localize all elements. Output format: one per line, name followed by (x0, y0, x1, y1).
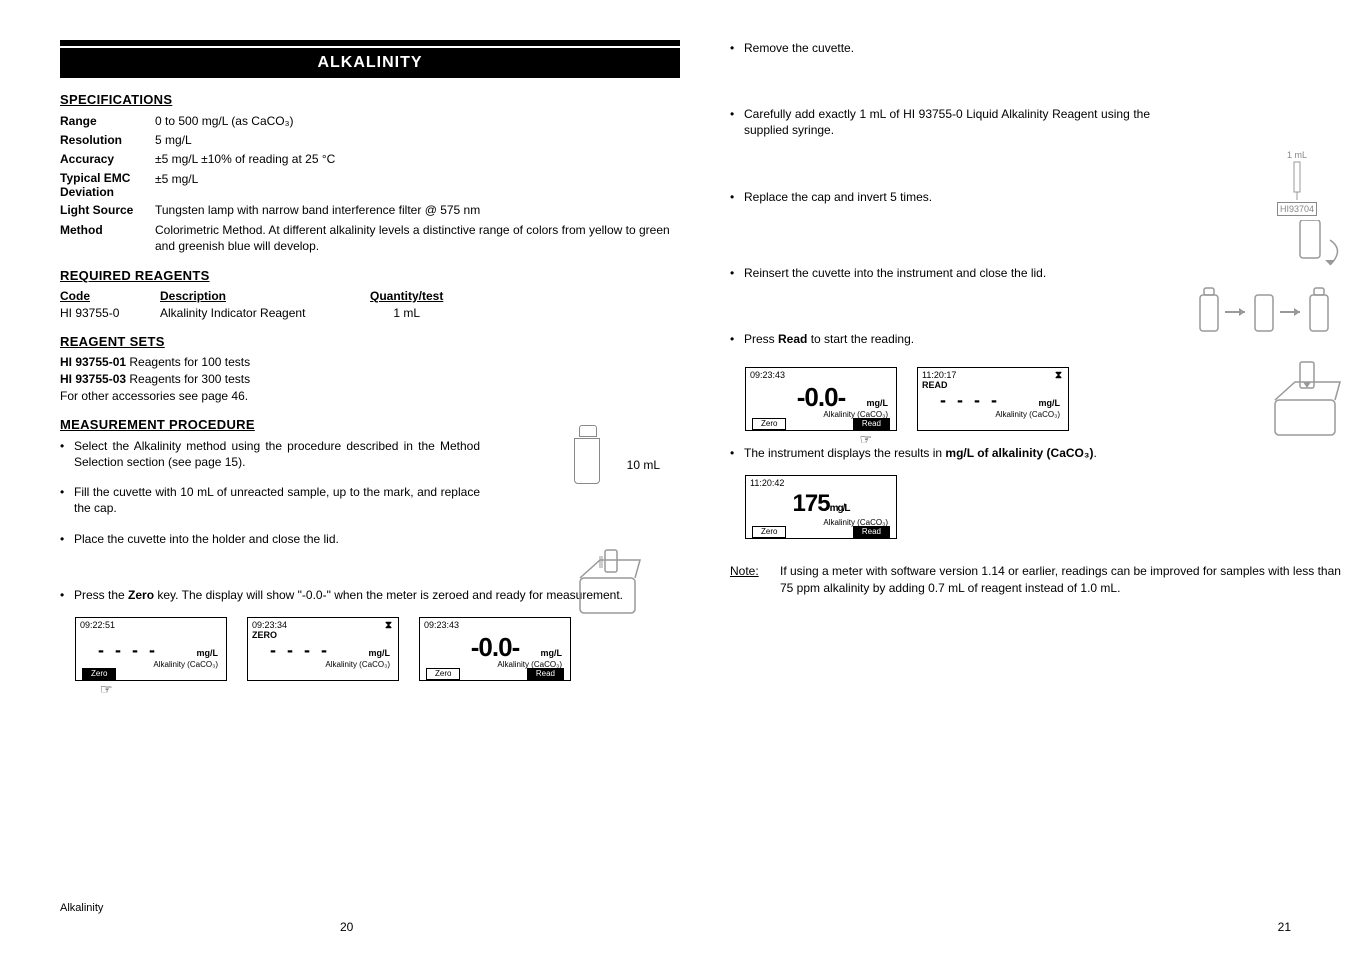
spec-label: Range (60, 113, 155, 129)
hand-icon: ☞ (859, 431, 872, 448)
spec-resolution: Resolution 5 mg/L (60, 132, 680, 148)
cuvette-illustration (574, 438, 600, 484)
lcd-2: 09:23:34 ⧗ ZERO - - - - mg/L Alkalinity … (247, 617, 399, 681)
lcd-zero-button: Zero (752, 526, 786, 538)
spec-label: Light Source (60, 202, 155, 218)
step-r2: • Carefully add exactly 1 mL of HI 93755… (730, 106, 1150, 138)
required-reagents-heading: REQUIRED REAGENTS (60, 268, 680, 283)
spec-value: Colorimetric Method. At different alkali… (155, 222, 680, 254)
spec-label: Accuracy (60, 151, 155, 167)
lcd-zero-button: Zero (752, 418, 786, 430)
step-r1: • Remove the cuvette. (730, 40, 1350, 56)
spec-accuracy: Accuracy ±5 mg/L ±10% of reading at 25 °… (60, 151, 680, 167)
lcd-read-button: Read (853, 526, 890, 538)
lcd-read-button: Read (527, 668, 564, 680)
instrument-illustration (570, 548, 650, 618)
step-r6: • The instrument displays the results in… (730, 445, 1350, 461)
spec-method: Method Colorimetric Method. At different… (60, 222, 680, 254)
spec-value: 0 to 500 mg/L (as CaCO₃) (155, 113, 680, 129)
cuvette-label: 10 mL (627, 458, 660, 472)
spec-value: 5 mg/L (155, 132, 680, 148)
reagent-code-head: Code (60, 289, 160, 303)
lcd-6: 11:20:42 175mg/L Alkalinity (CaCO₃) Zero… (745, 475, 897, 539)
hand-icon: ☞ (100, 681, 113, 698)
specifications-heading: SPECIFICATIONS (60, 92, 680, 107)
spec-label: Typical EMC Deviation (60, 171, 155, 200)
reagent-qty-head: Quantity/test (370, 289, 443, 303)
lcd-1: 09:22:51 - - - - mg/L Alkalinity (CaCO₃)… (75, 617, 227, 681)
step-1: • Select the Alkalinity method using the… (60, 438, 480, 470)
page-number-left: 20 (340, 920, 353, 934)
reagent-other: For other accessories see page 46. (60, 389, 680, 403)
lcd-zero-button: Zero (426, 668, 460, 680)
lcd-read-button: Read (853, 418, 890, 430)
title-bar-top (60, 40, 680, 46)
title-bar: ALKALINITY (60, 48, 680, 78)
reagent-qty: 1 mL (370, 306, 443, 320)
right-page: • Remove the cuvette. • Carefully add ex… (700, 40, 1351, 597)
note: Note: If using a meter with software ver… (730, 563, 1350, 597)
spec-range: Range 0 to 500 mg/L (as CaCO₃) (60, 113, 680, 129)
spec-value: ±5 mg/L (155, 171, 680, 200)
step-2: • Fill the cuvette with 10 mL of unreact… (60, 484, 480, 516)
page-number-right: 21 (1278, 920, 1291, 934)
lcd-row-right-2: 11:20:42 175mg/L Alkalinity (CaCO₃) Zero… (745, 475, 1350, 539)
syringe-illustration: 1 mL HI93704 (1274, 150, 1320, 216)
reagent-desc-head: Description (160, 289, 370, 303)
spec-value: Tungsten lamp with narrow band interfere… (155, 202, 680, 218)
lcd-row-left: 09:22:51 - - - - mg/L Alkalinity (CaCO₃)… (75, 617, 680, 681)
reinsert-illustration (1260, 360, 1350, 443)
reagent-desc: Alkalinity Indicator Reagent (160, 306, 370, 320)
reagent-sets-heading: REAGENT SETS (60, 334, 680, 349)
lcd-4: 09:23:43 -0.0- mg/L Alkalinity (CaCO₃) Z… (745, 367, 897, 431)
spec-value: ±5 mg/L ±10% of reading at 25 °C (155, 151, 680, 167)
lcd-3: 09:23:43 -0.0- mg/L Alkalinity (CaCO₃) Z… (419, 617, 571, 681)
step-3: • Place the cuvette into the holder and … (60, 531, 480, 547)
reagent-code: HI 93755-0 (60, 306, 160, 320)
reagent-set-1: HI 93755-01 Reagents for 100 tests (60, 355, 680, 369)
spec-emc: Typical EMC Deviation ±5 mg/L (60, 171, 680, 200)
lcd-zero-button: Zero (82, 668, 116, 680)
note-label: Note: (730, 563, 780, 597)
note-text: If using a meter with software version 1… (780, 563, 1350, 597)
spec-label: Method (60, 222, 155, 254)
footer-category: Alkalinity (60, 902, 103, 914)
reagent-table: Code HI 93755-0 Description Alkalinity I… (60, 289, 680, 320)
left-page: ALKALINITY SPECIFICATIONS Range 0 to 500… (30, 40, 710, 695)
step-r3: • Replace the cap and invert 5 times. (730, 189, 1350, 205)
spec-label: Resolution (60, 132, 155, 148)
spec-light: Light Source Tungsten lamp with narrow b… (60, 202, 680, 218)
invert-illustration (1190, 220, 1350, 343)
lcd-5: 11:20:17 ⧗ READ - - - - mg/L Alkalinity … (917, 367, 1069, 431)
reagent-set-2: HI 93755-03 Reagents for 300 tests (60, 372, 680, 386)
